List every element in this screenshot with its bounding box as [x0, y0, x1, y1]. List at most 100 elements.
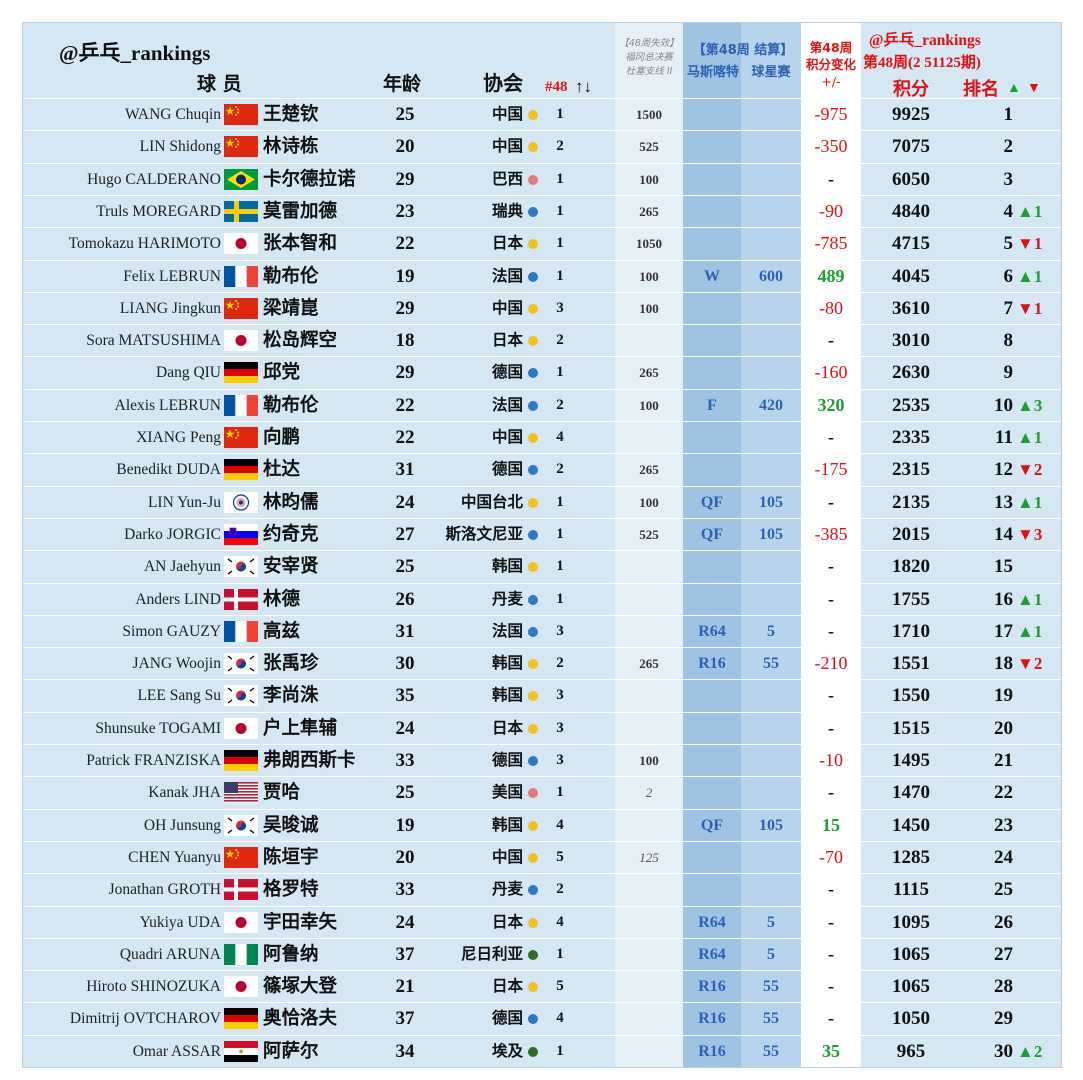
player-association: 尼日利亚 [460, 944, 523, 963]
world-rank: 10 [994, 394, 1013, 416]
player-age: 35 [395, 685, 415, 707]
rank-movement: ▲3 [1017, 395, 1043, 415]
slovenia-flag-icon [224, 523, 258, 545]
player-age: 24 [395, 911, 415, 933]
event-result: R64 [698, 945, 726, 963]
player-association: 法国 [491, 395, 523, 414]
association-dot-icon [528, 336, 538, 347]
points-change: -785 [814, 233, 848, 254]
col-assoc-rank-header: #48 [545, 79, 568, 95]
association-dot-icon [528, 497, 538, 508]
col-points-header: 积分 [893, 79, 929, 100]
player-name-en: WANG Chuqin [124, 106, 221, 123]
player-name-zh: 杜达 [263, 459, 301, 481]
event-result: R16 [698, 1042, 726, 1060]
world-rank: 5 [1003, 233, 1014, 255]
association-rank: 1 [556, 493, 564, 510]
player-name-en: LIN Yun-Ju [147, 493, 221, 511]
points-change: -385 [814, 523, 848, 544]
expiring-points: 100 [639, 171, 659, 187]
event-points [741, 713, 801, 744]
player-name-en: Alexis LEBRUN [114, 396, 221, 414]
rank-movement: ▲1 [1017, 428, 1043, 447]
association-dot-icon [528, 885, 538, 896]
event-result [683, 228, 741, 259]
total-points: 2315 [892, 459, 930, 481]
world-rank: 14 [994, 523, 1013, 545]
association-dot-icon [528, 142, 538, 153]
expiring-points [615, 971, 683, 1002]
player-age: 29 [395, 297, 415, 319]
event-points: 55 [763, 1010, 779, 1028]
total-points: 1115 [893, 879, 929, 901]
association-rank: 1 [556, 106, 564, 122]
player-name-zh: 张本智和 [263, 233, 338, 255]
world-rank: 12 [994, 459, 1013, 481]
table-row: XIANG Peng 向鹏 22 中国 4 - 2335 11 ▲1 [23, 421, 1061, 453]
total-points: 1095 [892, 911, 930, 933]
japan-flag-icon [224, 233, 258, 255]
player-name-zh: 梁靖崑 [263, 297, 319, 319]
total-points: 1470 [892, 782, 930, 804]
rank-movement: ▲2 [1017, 1041, 1043, 1061]
association-rank: 4 [556, 913, 564, 930]
player-age: 22 [395, 233, 415, 255]
event-points: 105 [759, 525, 783, 543]
col-rank-header: 排名 [963, 79, 999, 100]
player-age: 22 [395, 394, 415, 416]
points-change: - [828, 330, 834, 351]
col-player-header: 球 员 [197, 73, 242, 95]
player-age: 22 [395, 427, 415, 448]
table-row: Alexis LEBRUN 勒布伦 22 法国 2 100 F 420 320 2535 10 ▲3 [23, 388, 1061, 421]
total-points: 1710 [892, 620, 930, 642]
association-rank: 5 [556, 978, 564, 995]
col-assoc-header: 协会 [483, 71, 523, 95]
table-row: LIANG Jingkun 梁靖崑 29 中国 3 100 -80 3610 7 ▼1 [23, 291, 1061, 324]
table-row: Quadri ARUNA 阿鲁纳 37 尼日利亚 1 R64 5 - 1065 27 [23, 937, 1061, 970]
japan-flag-icon [224, 976, 258, 998]
player-association: 韩国 [491, 557, 523, 576]
france-flag-icon [224, 394, 258, 416]
expiring-points: 265 [639, 203, 659, 219]
event-points [741, 551, 801, 582]
association-dot-icon [528, 788, 538, 799]
table-row: LEE Sang Su 李尚洙 35 韩国 3 - 1550 19 [23, 679, 1061, 711]
total-points: 1285 [892, 846, 930, 868]
player-age: 26 [395, 588, 415, 610]
table-row: Kanak JHA 贾哈 25 美国 1 2 - 1470 22 [23, 776, 1061, 808]
player-name-zh: 格罗特 [263, 879, 319, 901]
player-age: 25 [395, 556, 415, 578]
rank-movement: ▲1 [1017, 492, 1043, 512]
player-name-zh: 勒布伦 [263, 265, 319, 287]
event-result [683, 745, 741, 776]
japan-flag-icon [224, 330, 258, 352]
points-change: - [828, 588, 834, 609]
world-rank: 7 [1003, 297, 1014, 319]
event-result [683, 357, 741, 388]
event-result [683, 325, 741, 356]
table-row: Felix LEBRUN 勒布伦 19 法国 1 100 W 600 489 4045 6 ▲1 [23, 259, 1061, 292]
germany-flag-icon [224, 459, 258, 481]
association-dot-icon [528, 400, 538, 411]
association-rank: 4 [556, 429, 564, 445]
event-points [741, 777, 801, 808]
rank-movement: ▲1 [1017, 201, 1043, 221]
world-rank: 8 [1003, 330, 1014, 352]
total-points: 1820 [892, 556, 930, 578]
association-dot-icon [528, 271, 538, 282]
association-rank: 1 [556, 1042, 564, 1059]
association-rank: 1 [556, 202, 564, 219]
player-age: 37 [395, 1008, 415, 1030]
account-title: @乒乓_rankings [59, 41, 211, 65]
association-rank: 1 [556, 945, 564, 962]
rank-movement: ▼2 [1017, 460, 1043, 480]
change-column-bg [801, 23, 861, 1067]
rank-movement: ▼2 [1017, 654, 1043, 674]
player-name-zh: 林德 [263, 588, 301, 610]
expiring-points: 1050 [636, 236, 662, 252]
table-row: Darko JORGIC 约奇克 27 斯洛文尼亚 1 525 QF 105 -385 2015 1… [23, 517, 1061, 550]
player-name-en: Sora MATSUSHIMA [86, 332, 221, 350]
world-rank: 15 [994, 556, 1013, 578]
event-result [683, 551, 741, 582]
association-rank: 1 [556, 525, 564, 542]
